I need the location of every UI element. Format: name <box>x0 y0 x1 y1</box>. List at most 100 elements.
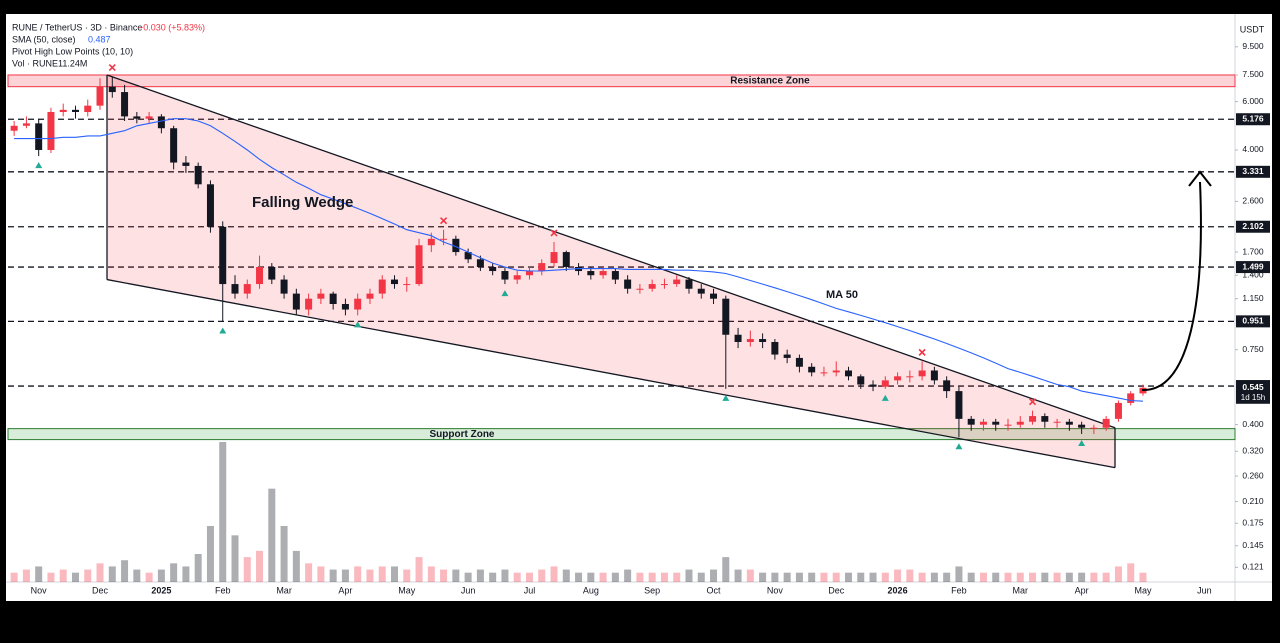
x-tick-label: Nov <box>767 585 784 595</box>
candle-body <box>157 116 165 129</box>
volume-bar <box>452 569 460 582</box>
x-tick-label: May <box>398 585 416 595</box>
volume-bar <box>955 566 963 582</box>
pivot-high <box>918 348 926 356</box>
candle-body <box>930 370 938 381</box>
candle-body <box>697 288 705 294</box>
y-tick-label: 6.000 <box>1242 96 1264 106</box>
y-tick-label: 0.145 <box>1242 540 1264 550</box>
y-tick-label: 0.210 <box>1242 496 1264 506</box>
y-tick-label: 1.150 <box>1242 293 1264 303</box>
level-tag-label: 0.951 <box>1242 316 1264 326</box>
volume-bar <box>525 572 533 582</box>
support-zone-label: Support Zone <box>430 429 495 440</box>
candle-body <box>133 116 141 119</box>
candle-body <box>844 370 852 377</box>
y-tick-label: 9.500 <box>1242 41 1264 51</box>
x-tick-label: Dec <box>828 585 845 595</box>
x-tick-label: Feb <box>215 585 231 595</box>
volume-bar <box>280 526 288 582</box>
candle-body <box>624 279 632 289</box>
candle-body <box>415 245 423 285</box>
y-tick-label: 2.600 <box>1242 196 1264 206</box>
candle-body <box>820 372 828 374</box>
x-tick-label: Sep <box>644 585 660 595</box>
volume-bar <box>243 557 251 582</box>
candle-body <box>194 165 202 185</box>
vol-label: Vol · RUNE <box>12 58 58 68</box>
candle-body <box>182 162 190 166</box>
level-tag-label: 2.102 <box>1242 221 1264 231</box>
volume-bar <box>722 557 730 582</box>
volume-bar <box>759 572 767 582</box>
pivot-high <box>1028 398 1037 406</box>
candle-body <box>513 275 521 280</box>
candle-body <box>476 259 484 267</box>
volume-bar <box>427 566 435 582</box>
candle-body <box>243 284 251 294</box>
volume-bar <box>550 566 558 582</box>
sma-value: 0.487 <box>88 34 111 44</box>
volume-bar <box>1127 563 1135 582</box>
candle-body <box>881 380 889 387</box>
x-tick-label: Dec <box>92 585 109 595</box>
candle-body <box>489 266 497 272</box>
candle-body <box>317 293 325 299</box>
pivot-low <box>35 162 43 169</box>
volume-bar <box>268 488 276 582</box>
volume-bar <box>673 572 681 582</box>
pivot-high <box>550 229 558 237</box>
candle-body <box>722 298 730 335</box>
x-tick-label: 2025 <box>151 585 171 595</box>
volume-bar <box>378 566 386 582</box>
wedge-upper <box>106 74 1116 429</box>
candle-body <box>256 266 264 285</box>
y-tick-label: 1.700 <box>1242 246 1264 256</box>
volume-bar <box>22 569 30 582</box>
axes: 5.1763.3312.1021.4990.9510.5539.5007.500… <box>31 41 1270 595</box>
level-tag <box>1236 113 1270 126</box>
candle-body <box>464 252 472 260</box>
x-tick-label: Oct <box>707 585 722 595</box>
volume-bar <box>685 569 693 582</box>
volume-bar <box>967 572 975 582</box>
level-tag-label: 3.331 <box>1242 166 1264 176</box>
countdown: 1d 15h <box>1241 393 1265 402</box>
candle-body <box>869 384 877 387</box>
volume-bar <box>145 572 153 582</box>
level-tag-label: 1.499 <box>1242 261 1264 271</box>
volume-bar <box>538 569 546 582</box>
candle-body <box>59 109 67 112</box>
volume-bar <box>832 572 840 582</box>
candle-body <box>955 391 963 419</box>
x-tick-label: Apr <box>338 585 352 595</box>
volume-bar <box>489 572 497 582</box>
volume-bar <box>611 572 619 582</box>
chart-area <box>6 14 1272 601</box>
volume-bar <box>844 572 852 582</box>
volume-bar <box>562 569 570 582</box>
candle-body <box>121 92 129 117</box>
candle-body <box>795 357 803 367</box>
volume-bar <box>783 572 791 582</box>
candle-body <box>1004 424 1012 426</box>
last-price-tag <box>1236 381 1270 404</box>
pivot-low <box>354 321 362 328</box>
volume-bar <box>746 569 754 582</box>
volume-bar <box>292 550 300 582</box>
volume-bar <box>599 572 607 582</box>
candle-body <box>587 271 595 276</box>
volume-bar <box>808 572 816 582</box>
volume-bar <box>84 569 92 582</box>
volume-bar <box>1016 572 1024 582</box>
candle-body <box>673 279 681 285</box>
wedge-label: Falling Wedge <box>252 194 353 211</box>
candle-body <box>1102 418 1110 428</box>
volume-bar <box>108 566 116 582</box>
candle-body <box>170 128 178 163</box>
pivot-low <box>501 290 509 297</box>
candle-body <box>501 271 509 280</box>
wedge-layer <box>106 74 1116 469</box>
y-tick-label: 0.400 <box>1242 419 1264 429</box>
